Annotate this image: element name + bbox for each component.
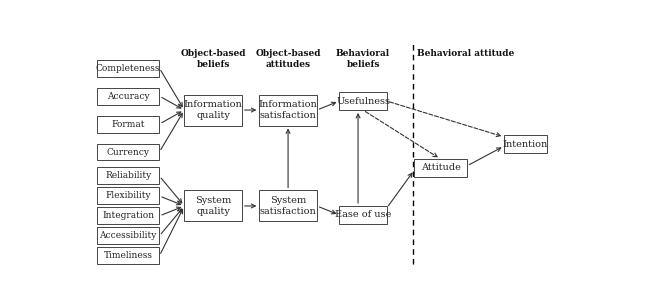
Text: Currency: Currency: [106, 147, 150, 157]
Text: Attitude: Attitude: [421, 163, 461, 172]
FancyBboxPatch shape: [97, 167, 159, 185]
Text: Flexibility: Flexibility: [105, 191, 151, 200]
Text: Accessibility: Accessibility: [99, 231, 157, 240]
FancyBboxPatch shape: [97, 228, 159, 244]
FancyBboxPatch shape: [97, 88, 159, 104]
Text: Information
satisfaction: Information satisfaction: [259, 100, 317, 120]
Text: Intention: Intention: [503, 139, 548, 148]
Text: System
satisfaction: System satisfaction: [260, 196, 317, 216]
FancyBboxPatch shape: [414, 159, 467, 177]
Text: Information
quality: Information quality: [184, 100, 243, 120]
Text: System
quality: System quality: [195, 196, 231, 216]
Text: Behavioral attitude: Behavioral attitude: [417, 49, 514, 58]
FancyBboxPatch shape: [259, 191, 317, 222]
Text: Completeness: Completeness: [96, 64, 161, 73]
FancyBboxPatch shape: [97, 116, 159, 132]
FancyBboxPatch shape: [97, 188, 159, 204]
FancyBboxPatch shape: [184, 191, 242, 222]
FancyBboxPatch shape: [339, 92, 387, 110]
Text: Reliability: Reliability: [105, 172, 151, 181]
FancyBboxPatch shape: [504, 135, 547, 153]
Text: Ease of use: Ease of use: [335, 210, 392, 219]
FancyBboxPatch shape: [97, 144, 159, 160]
Text: Behavioral
beliefs: Behavioral beliefs: [336, 49, 390, 69]
FancyBboxPatch shape: [97, 60, 159, 76]
Text: Accuracy: Accuracy: [107, 92, 150, 101]
FancyBboxPatch shape: [259, 95, 317, 126]
Text: Format: Format: [112, 119, 145, 129]
FancyBboxPatch shape: [97, 207, 159, 225]
Text: Object-based
beliefs: Object-based beliefs: [181, 49, 246, 69]
FancyBboxPatch shape: [339, 206, 387, 224]
FancyBboxPatch shape: [184, 95, 242, 126]
Text: Integration: Integration: [102, 211, 154, 220]
Text: Usefulness: Usefulness: [336, 97, 390, 106]
FancyBboxPatch shape: [97, 247, 159, 264]
Text: Object-based
attitudes: Object-based attitudes: [255, 49, 321, 69]
Text: Timeliness: Timeliness: [104, 251, 153, 260]
